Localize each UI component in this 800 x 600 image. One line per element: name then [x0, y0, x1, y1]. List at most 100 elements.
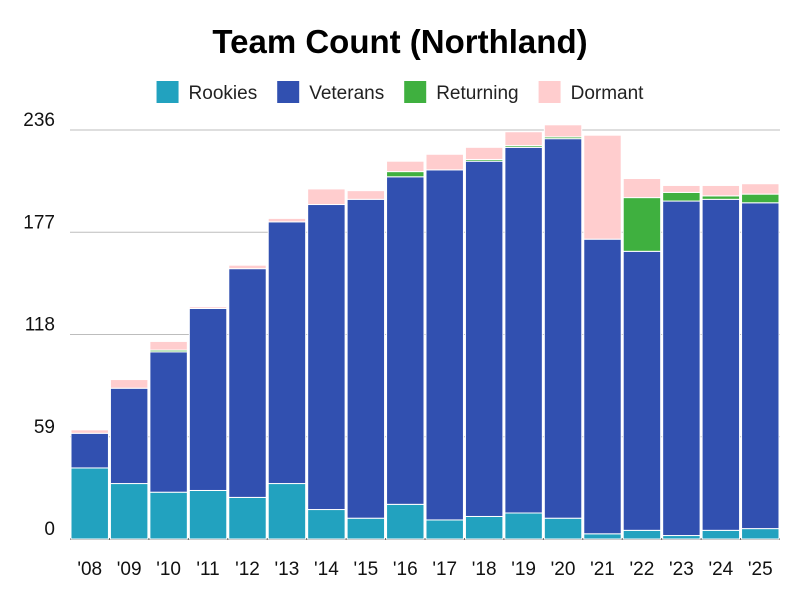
- chart-title: Team Count (Northland): [212, 23, 587, 60]
- legend-swatch: [277, 81, 300, 103]
- x-tick-label: '10: [156, 559, 181, 580]
- x-tick-label: '09: [117, 559, 142, 580]
- bar-segment-dormant: [188, 306, 228, 310]
- bar-segment-rookies: [543, 517, 583, 540]
- bar-segment-rookies: [425, 519, 464, 540]
- bar-segment-veterans: [307, 204, 346, 511]
- legend-swatch: [538, 81, 561, 103]
- x-tick-label: '23: [669, 559, 694, 580]
- x-tick-label: '11: [196, 559, 219, 580]
- bar-segment-veterans: [464, 160, 504, 517]
- bar-segment-veterans: [109, 387, 149, 485]
- legend-item-dormant: Dormant: [538, 81, 645, 104]
- legend-item-veterans: Veterans: [277, 81, 384, 104]
- x-tick-label: '14: [314, 559, 339, 580]
- x-tick-label: '15: [353, 559, 378, 580]
- x-axis-tick-labels: '08 '09 '10 '11 '12 '13 '14 '15 '16 '17 '18 '19 '20 '…: [77, 559, 772, 580]
- x-tick-label: '19: [511, 559, 536, 580]
- bar-segment-dormant: [662, 184, 701, 193]
- y-tick-label: 177: [23, 212, 55, 233]
- bar-segment-dormant: [583, 134, 622, 240]
- legend-label: Returning: [436, 83, 518, 104]
- legend-label: Dormant: [571, 83, 645, 104]
- legend-swatch: [156, 81, 179, 103]
- bar-segment-veterans: [267, 221, 307, 485]
- legend-item-returning: Returning: [404, 81, 519, 104]
- bar-segment-veterans: [149, 351, 188, 493]
- bar-segment-veterans: [188, 308, 228, 491]
- bar-segment-returning: [741, 193, 780, 204]
- bar-segment-rookies: [741, 528, 780, 540]
- bar-segment-dormant: [504, 131, 543, 147]
- bar-segment-rookies: [622, 529, 662, 540]
- x-tick-label: '16: [393, 559, 418, 580]
- x-tick-label: '22: [630, 559, 655, 580]
- bar-segment-rookies: [188, 489, 228, 540]
- bar-segment-veterans: [583, 238, 622, 535]
- bar-segment-veterans: [662, 200, 701, 537]
- bar-segment-veterans: [70, 432, 109, 469]
- y-axis-tick-labels: 0 59 118 177 236: [23, 110, 55, 540]
- legend: Rookies Veterans Returning Dormant: [156, 81, 645, 104]
- bar-segment-dormant: [109, 379, 149, 389]
- bar-segment-returning: [662, 191, 701, 202]
- gridlines: [70, 129, 780, 540]
- bar-segment-rookies: [504, 512, 543, 540]
- bar-segment-rookies: [228, 496, 267, 540]
- bar-segment-veterans: [741, 202, 780, 530]
- bar-segment-returning: [622, 197, 662, 252]
- bar-segment-rookies: [583, 533, 622, 540]
- bar-segment-returning: [386, 171, 425, 178]
- legend-label: Rookies: [189, 83, 258, 104]
- bar-segment-veterans: [543, 138, 583, 519]
- x-tick-label: '17: [432, 559, 457, 580]
- bars: [70, 124, 780, 540]
- bar-segment-veterans: [386, 176, 425, 505]
- legend-item-rookies: Rookies: [156, 81, 258, 104]
- bar-segment-veterans: [622, 250, 662, 531]
- bar-segment-rookies: [109, 483, 149, 540]
- bar-segment-dormant: [464, 146, 504, 160]
- x-tick-label: '25: [748, 559, 773, 580]
- bar-segment-rookies: [346, 517, 386, 540]
- bar-segment-dormant: [307, 188, 346, 206]
- legend-swatch: [404, 81, 427, 103]
- x-tick-label: '20: [551, 559, 576, 580]
- bar-segment-dormant: [425, 153, 464, 171]
- bar-segment-rookies: [307, 509, 346, 540]
- bar-segment-rookies: [267, 483, 307, 540]
- bar-segment-veterans: [425, 169, 464, 521]
- bar-segment-dormant: [386, 160, 425, 173]
- x-tick-label: '18: [472, 559, 497, 580]
- bar-segment-dormant: [149, 340, 188, 351]
- x-tick-label: '13: [275, 559, 300, 580]
- bar-segment-veterans: [346, 198, 386, 519]
- x-tick-label: '24: [708, 559, 733, 580]
- bar-segment-rookies: [701, 529, 741, 540]
- bar-segment-returning: [701, 195, 741, 200]
- bar-segment-dormant: [701, 184, 741, 197]
- bar-segment-dormant: [622, 178, 662, 199]
- bar-segment-dormant: [70, 429, 109, 434]
- bar-segment-veterans: [701, 198, 741, 531]
- bar-segment-rookies: [149, 491, 188, 540]
- y-tick-label: 59: [34, 417, 55, 438]
- y-tick-label: 236: [23, 110, 55, 131]
- bar-segment-dormant: [346, 190, 386, 200]
- bar-segment-rookies: [464, 515, 504, 540]
- legend-label: Veterans: [309, 83, 384, 104]
- y-tick-label: 0: [44, 519, 55, 540]
- x-tick-label: '21: [590, 559, 615, 580]
- x-tick-label: '12: [235, 559, 260, 580]
- bar-segment-rookies: [386, 503, 425, 540]
- bar-segment-rookies: [70, 467, 109, 540]
- bar-segment-dormant: [543, 124, 583, 138]
- bar-segment-dormant: [267, 217, 307, 223]
- y-tick-label: 118: [25, 315, 55, 336]
- bar-segment-dormant: [228, 264, 267, 270]
- bar-segment-rookies: [662, 535, 701, 540]
- x-tick-label: '08: [77, 559, 102, 580]
- bar-segment-dormant: [741, 183, 780, 195]
- bar-segment-veterans: [228, 268, 267, 498]
